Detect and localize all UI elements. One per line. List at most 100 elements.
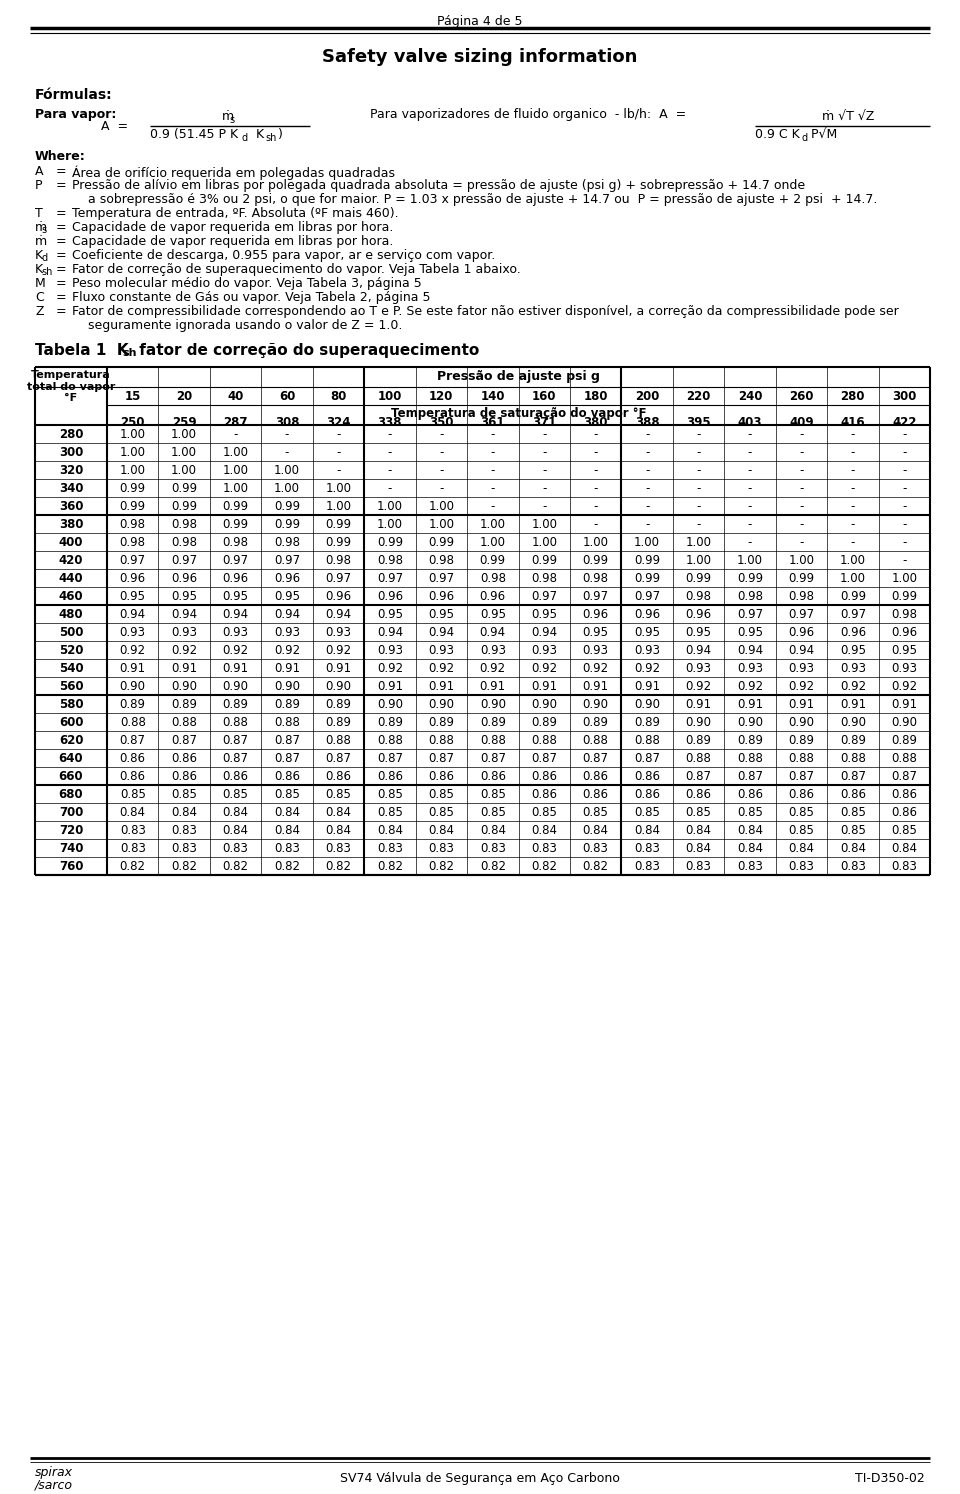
Text: 0.96: 0.96: [325, 590, 351, 604]
Text: 0.88: 0.88: [377, 734, 403, 747]
Text: 0.97: 0.97: [737, 608, 763, 622]
Text: Where:: Where:: [35, 149, 85, 163]
Text: -: -: [748, 500, 752, 512]
Text: 1.00: 1.00: [120, 427, 146, 441]
Text: 0.91: 0.91: [685, 698, 711, 711]
Text: 0.89: 0.89: [531, 716, 557, 729]
Text: 0.99: 0.99: [634, 554, 660, 568]
Text: Fator de compressibilidade correspondendo ao T e P. Se este fator não estiver di: Fator de compressibilidade correspondend…: [72, 305, 899, 318]
Text: 0.90: 0.90: [737, 716, 763, 729]
Text: 0.84: 0.84: [325, 825, 351, 837]
Text: 0.90: 0.90: [891, 716, 918, 729]
Text: 60: 60: [278, 390, 296, 403]
Text: 0.88: 0.88: [531, 734, 557, 747]
Text: -: -: [696, 447, 701, 459]
Text: Temperatura de saturação do vapor °F: Temperatura de saturação do vapor °F: [391, 406, 646, 420]
Text: Fator de correção de superaquecimento do vapor. Veja Tabela 1 abaixo.: Fator de correção de superaquecimento do…: [72, 263, 520, 276]
Text: P: P: [35, 179, 42, 193]
Text: -: -: [593, 483, 598, 495]
Text: 0.86: 0.86: [891, 787, 918, 801]
Text: 0.83: 0.83: [171, 843, 197, 855]
Text: 0.99: 0.99: [120, 483, 146, 495]
Text: 0.90: 0.90: [480, 698, 506, 711]
Text: 520: 520: [59, 644, 84, 657]
Text: 0.83: 0.83: [377, 843, 403, 855]
Text: 580: 580: [59, 698, 84, 711]
Text: 0.87: 0.87: [635, 751, 660, 765]
Text: 0.83: 0.83: [840, 861, 866, 872]
Text: 1.00: 1.00: [274, 483, 300, 495]
Text: 0.93: 0.93: [171, 626, 197, 639]
Text: 680: 680: [59, 787, 84, 801]
Text: 0.86: 0.86: [685, 787, 711, 801]
Text: -: -: [800, 447, 804, 459]
Text: 0.97: 0.97: [583, 590, 609, 604]
Text: 0.90: 0.90: [531, 698, 557, 711]
Text: 180: 180: [584, 390, 608, 403]
Text: T: T: [35, 208, 43, 220]
Text: =: =: [56, 291, 66, 303]
Text: -: -: [851, 518, 855, 530]
Text: 0.98: 0.98: [891, 608, 918, 622]
Text: 80: 80: [330, 390, 347, 403]
Text: 0.84: 0.84: [635, 825, 660, 837]
Text: 0.98: 0.98: [274, 536, 300, 548]
Text: 0.94: 0.94: [531, 626, 558, 639]
Text: 0.98: 0.98: [737, 590, 763, 604]
Text: 0.87: 0.87: [737, 769, 763, 783]
Text: 0.95: 0.95: [480, 608, 506, 622]
Text: 0.89: 0.89: [223, 698, 249, 711]
Text: 1.00: 1.00: [171, 427, 197, 441]
Text: 0.87: 0.87: [428, 751, 454, 765]
Text: 0.90: 0.90: [325, 680, 351, 693]
Text: 0.89: 0.89: [274, 698, 300, 711]
Text: 0.93: 0.93: [635, 644, 660, 657]
Text: 320: 320: [59, 465, 84, 477]
Text: 0.90: 0.90: [583, 698, 609, 711]
Text: 0.97: 0.97: [377, 572, 403, 586]
Text: 0.86: 0.86: [737, 787, 763, 801]
Text: 0.97: 0.97: [171, 554, 197, 568]
Text: 0.85: 0.85: [685, 805, 711, 819]
Text: 1.00: 1.00: [377, 500, 403, 512]
Text: 0.83: 0.83: [275, 843, 300, 855]
Text: 0.85: 0.85: [480, 787, 506, 801]
Text: 0.94: 0.94: [274, 608, 300, 622]
Text: -: -: [800, 427, 804, 441]
Text: d: d: [41, 252, 48, 263]
Text: 0.84: 0.84: [223, 805, 249, 819]
Text: 0.92: 0.92: [171, 644, 197, 657]
Text: 1.00: 1.00: [480, 536, 506, 548]
Text: 1.00: 1.00: [840, 572, 866, 586]
Text: 0.95: 0.95: [223, 590, 249, 604]
Text: 0.84: 0.84: [737, 843, 763, 855]
Text: -: -: [851, 447, 855, 459]
Text: 0.96: 0.96: [377, 590, 403, 604]
Text: 0.93: 0.93: [325, 626, 351, 639]
Text: C: C: [35, 291, 44, 303]
Text: ṁ: ṁ: [35, 221, 47, 235]
Text: -: -: [336, 465, 341, 477]
Text: Peso molecular médio do vapor. Veja Tabela 3, página 5: Peso molecular médio do vapor. Veja Tabe…: [72, 276, 421, 290]
Text: 0.86: 0.86: [531, 787, 557, 801]
Text: 0.84: 0.84: [840, 843, 866, 855]
Text: 0.86: 0.86: [480, 769, 506, 783]
Text: 0.91: 0.91: [377, 680, 403, 693]
Text: 0.82: 0.82: [274, 861, 300, 872]
Text: 200: 200: [635, 390, 660, 403]
Text: 0.86: 0.86: [583, 769, 609, 783]
Text: Para vaporizadores de fluido organico  - lb/h:  A  =: Para vaporizadores de fluido organico - …: [370, 108, 686, 121]
Text: 1.00: 1.00: [223, 465, 249, 477]
Text: 120: 120: [429, 390, 453, 403]
Text: 0.85: 0.85: [840, 805, 866, 819]
Text: 0.90: 0.90: [171, 680, 197, 693]
Text: 0.98: 0.98: [428, 554, 454, 568]
Text: -: -: [902, 447, 906, 459]
Text: 0.82: 0.82: [377, 861, 403, 872]
Text: 0.91: 0.91: [274, 662, 300, 675]
Text: /sarco: /sarco: [35, 1478, 73, 1491]
Text: 0.99: 0.99: [685, 572, 711, 586]
Text: -: -: [902, 427, 906, 441]
Text: -: -: [851, 465, 855, 477]
Text: -: -: [645, 447, 649, 459]
